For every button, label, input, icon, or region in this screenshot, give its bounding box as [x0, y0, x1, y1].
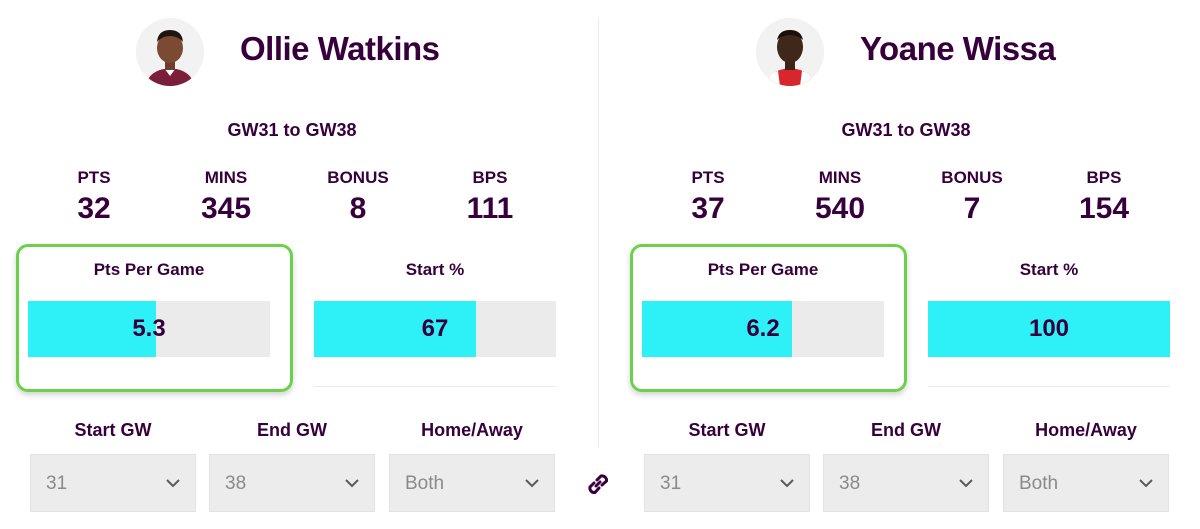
gameweek-range: GW31 to GW38 [841, 120, 971, 140]
stat-pts: PTS 37 [642, 168, 774, 226]
filter-label: End GW [871, 420, 941, 440]
end-gw-select[interactable]: 38 [823, 454, 989, 512]
link-icon[interactable] [582, 468, 614, 500]
player-photo [756, 18, 824, 86]
player-photo [136, 18, 204, 86]
metric-bar-fill [314, 301, 477, 357]
stat-pts: PTS 32 [28, 168, 160, 226]
select-value: 31 [46, 473, 68, 494]
metric-value: 5.3 [132, 315, 166, 342]
metric-label: Start % [1019, 260, 1079, 279]
metric-bar: 5.3 [28, 301, 270, 357]
stat-value: 345 [200, 192, 252, 225]
stat-bonus: BONUS 7 [906, 168, 1038, 226]
end-gw-filter: End GW 38 [209, 420, 375, 512]
select-value: 38 [839, 473, 861, 494]
stat-label: BPS [472, 168, 508, 187]
chevron-down-icon [166, 479, 180, 488]
divider [314, 386, 556, 387]
stat-label: MINS [204, 168, 248, 187]
highlight-box [630, 244, 907, 392]
stat-value: 111 [466, 192, 514, 225]
stat-label: BPS [1086, 168, 1122, 187]
stat-bonus: BONUS 8 [292, 168, 424, 226]
filter-label: Home/Away [421, 420, 523, 440]
filter-label: Start GW [74, 420, 152, 440]
stat-value: 7 [963, 192, 981, 225]
stat-label: MINS [818, 168, 862, 187]
stat-value: 540 [814, 192, 866, 225]
select-value: Both [1019, 473, 1059, 494]
stat-label: PTS [691, 168, 725, 187]
start-gw-select[interactable]: 31 [30, 454, 196, 512]
player-name: Ollie Watkins [240, 30, 440, 67]
stat-bps: BPS 154 [1038, 168, 1170, 226]
stat-mins: MINS 345 [160, 168, 292, 226]
metric-bar-fill [28, 301, 157, 357]
filter-label: Home/Away [1035, 420, 1137, 440]
player-panel-right: Yoane Wissa GW31 to GW38 PTS 37 MINS 540… [630, 0, 1198, 529]
metric-value: 100 [1028, 315, 1070, 342]
stats-row: PTS 32 MINS 345 BONUS 8 BPS 111 [28, 168, 556, 238]
filter-label: End GW [257, 420, 327, 440]
end-gw-filter: End GW 38 [823, 420, 989, 512]
metric-bar-fill [642, 301, 793, 357]
stat-label: BONUS [327, 168, 389, 187]
stat-value: 154 [1078, 192, 1130, 225]
start-gw-filter: Start GW 31 [30, 420, 196, 512]
panel-divider [598, 18, 599, 448]
metric-value: 67 [421, 315, 449, 342]
stat-mins: MINS 540 [774, 168, 906, 226]
metric-bar: 100 [928, 301, 1170, 357]
chevron-down-icon [525, 479, 539, 488]
start-gw-filter: Start GW 31 [644, 420, 810, 512]
stat-bps: BPS 111 [424, 168, 556, 226]
highlight-box [16, 244, 293, 392]
home-away-select[interactable]: Both [389, 454, 555, 512]
metric-bar: 67 [314, 301, 556, 357]
stats-row: PTS 37 MINS 540 BONUS 7 BPS 154 [642, 168, 1170, 238]
player-name: Yoane Wissa [860, 30, 1056, 67]
stat-value: 37 [691, 192, 725, 225]
chevron-down-icon [959, 479, 973, 488]
chevron-down-icon [780, 479, 794, 488]
stat-label: BONUS [941, 168, 1003, 187]
player-panel-left: Ollie Watkins GW31 to GW38 PTS 32 MINS 3… [16, 0, 584, 529]
metric-bar-fill [928, 301, 1170, 357]
end-gw-select[interactable]: 38 [209, 454, 375, 512]
metric-start-percent: Start % 67 [314, 260, 556, 357]
metric-bar: 6.2 [642, 301, 884, 357]
home-away-select[interactable]: Both [1003, 454, 1169, 512]
chevron-down-icon [345, 479, 359, 488]
metric-start-percent: Start % 100 [928, 260, 1170, 357]
gameweek-range: GW31 to GW38 [227, 120, 357, 140]
avatar-icon [756, 18, 824, 86]
home-away-filter: Home/Away Both [1003, 420, 1169, 512]
chevron-down-icon [1139, 479, 1153, 488]
stat-value: 32 [77, 192, 111, 225]
metric-label: Pts Per Game [93, 260, 205, 279]
select-value: 38 [225, 473, 247, 494]
stat-label: PTS [77, 168, 111, 187]
divider [928, 386, 1170, 387]
filter-label: Start GW [688, 420, 766, 440]
home-away-filter: Home/Away Both [389, 420, 555, 512]
avatar-icon [136, 18, 204, 86]
select-value: 31 [660, 473, 682, 494]
start-gw-select[interactable]: 31 [644, 454, 810, 512]
stat-value: 8 [349, 192, 367, 225]
metric-pts-per-game: Pts Per Game 6.2 [642, 260, 884, 357]
metric-label: Start % [405, 260, 465, 279]
metric-label: Pts Per Game [707, 260, 819, 279]
metric-value: 6.2 [746, 315, 780, 342]
select-value: Both [405, 473, 445, 494]
metric-pts-per-game: Pts Per Game 5.3 [28, 260, 270, 357]
